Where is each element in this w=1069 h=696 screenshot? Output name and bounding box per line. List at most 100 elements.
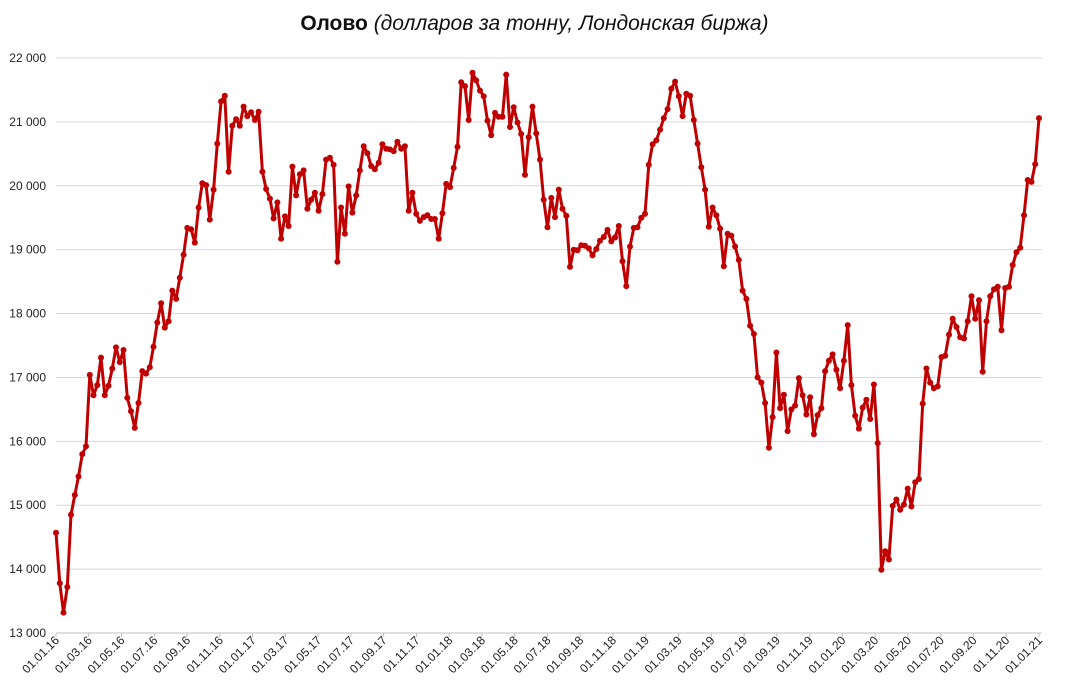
data-point <box>484 117 491 124</box>
data-point <box>304 205 311 212</box>
data-point <box>375 159 382 166</box>
data-point <box>263 186 270 192</box>
data-point <box>218 98 225 105</box>
data-point <box>409 189 416 196</box>
axes <box>55 632 1042 637</box>
data-point <box>315 207 322 214</box>
data-point <box>855 425 862 432</box>
y-tick-label: 19 000 <box>9 243 46 257</box>
data-point <box>364 150 371 157</box>
data-point <box>698 164 705 171</box>
data-point <box>401 143 408 150</box>
data-point <box>540 196 547 203</box>
data-point <box>1028 178 1035 185</box>
data-point <box>349 209 356 216</box>
data-point <box>274 199 281 206</box>
data-point <box>705 223 712 230</box>
data-point <box>503 71 510 78</box>
data-point <box>488 132 495 139</box>
data-point <box>1013 249 1020 256</box>
data-point <box>777 405 784 412</box>
data-point <box>53 529 59 536</box>
data-point <box>818 405 825 412</box>
data-point <box>233 116 240 123</box>
data-point <box>732 243 739 250</box>
series-tin-price <box>53 69 1042 616</box>
data-point <box>345 183 352 190</box>
data-point <box>983 318 990 325</box>
data-point <box>356 167 363 174</box>
data-point <box>251 117 258 123</box>
data-point <box>795 375 802 382</box>
series-line <box>54 71 1041 615</box>
data-point <box>840 357 847 364</box>
data-point <box>645 161 652 168</box>
data-point <box>522 171 528 178</box>
data-point <box>833 366 840 373</box>
data-point <box>653 137 660 144</box>
data-point <box>236 122 243 129</box>
data-point <box>762 400 769 406</box>
data-point <box>424 212 431 219</box>
data-point <box>60 609 67 616</box>
data-point <box>225 168 232 175</box>
data-point <box>195 204 202 211</box>
data-point <box>660 115 667 122</box>
data-point <box>165 318 172 325</box>
data-point <box>803 411 810 418</box>
data-point <box>649 141 656 148</box>
data-point <box>792 402 799 409</box>
data-point <box>750 331 757 337</box>
data-point <box>394 138 401 145</box>
data-point <box>687 92 694 99</box>
data-point <box>927 379 934 386</box>
data-point <box>893 496 900 503</box>
data-point <box>79 451 86 458</box>
data-point <box>158 300 165 307</box>
data-point <box>837 385 844 392</box>
data-point <box>240 103 247 110</box>
data-point <box>919 400 926 407</box>
data-point <box>188 226 195 233</box>
data-point <box>735 256 742 263</box>
data-point <box>319 191 326 198</box>
data-point <box>353 192 360 199</box>
y-tick-label: 22 000 <box>9 51 46 65</box>
data-point <box>747 322 754 329</box>
data-point <box>848 382 855 389</box>
data-point <box>720 263 727 270</box>
data-point <box>717 225 724 232</box>
data-point <box>413 210 420 217</box>
data-point <box>248 109 255 116</box>
data-point <box>480 93 487 100</box>
data-point <box>326 154 333 161</box>
data-point <box>128 408 134 415</box>
data-point <box>135 400 142 406</box>
data-point <box>754 374 761 381</box>
data-point <box>338 204 345 211</box>
data-point <box>176 274 183 281</box>
data-point <box>829 351 836 358</box>
y-tick-label: 21 000 <box>9 115 46 129</box>
data-point <box>150 343 157 350</box>
data-point <box>1032 161 1039 168</box>
data-point <box>694 140 701 147</box>
chart-title-main: Олово <box>300 12 368 35</box>
data-point <box>987 293 994 300</box>
data-point <box>814 412 821 419</box>
data-point <box>206 216 213 223</box>
data-point <box>552 214 558 221</box>
data-point <box>765 444 772 451</box>
data-point <box>964 318 971 325</box>
data-point <box>900 501 907 508</box>
data-point <box>285 223 292 229</box>
data-point <box>784 428 791 435</box>
data-point <box>101 392 108 399</box>
data-point <box>548 194 555 201</box>
data-point <box>942 352 949 359</box>
data-point <box>113 344 119 351</box>
y-tick-label: 17 000 <box>9 370 46 384</box>
data-point <box>1017 244 1024 251</box>
data-point <box>191 239 198 246</box>
data-point <box>507 124 513 130</box>
